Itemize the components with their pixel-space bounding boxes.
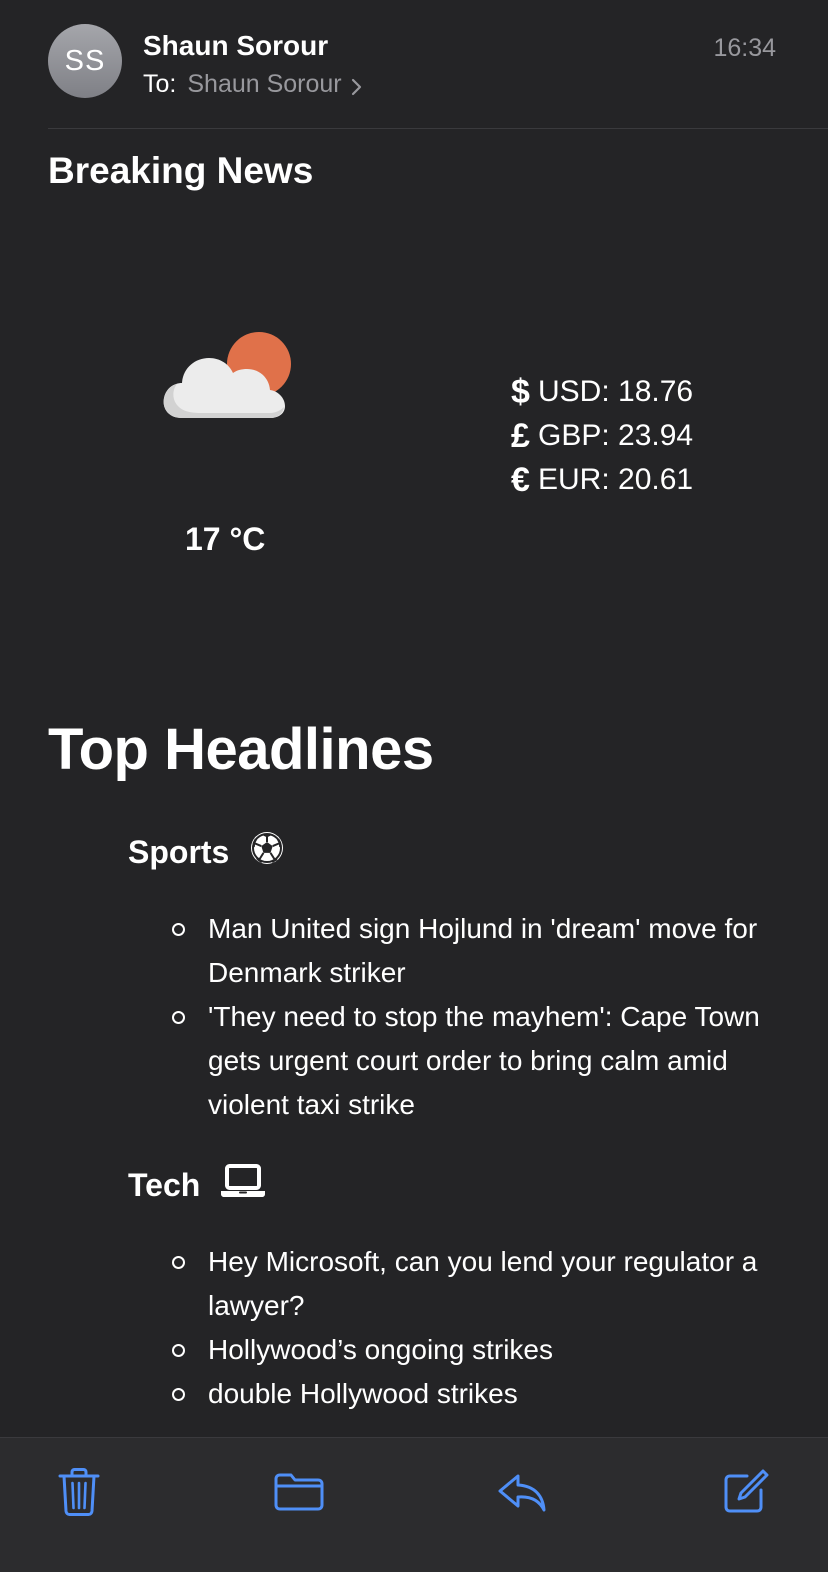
timestamp: 16:34 <box>713 34 776 62</box>
rate-usd: USD: 18.76 <box>538 375 694 408</box>
headline-text: Hollywood’s ongoing strikes <box>208 1334 553 1365</box>
list-item[interactable]: Hollywood’s ongoing strikes <box>172 1328 782 1372</box>
to-label: To: <box>143 70 177 98</box>
list-item[interactable]: 'They need to stop the mayhem': Cape Tow… <box>172 995 782 1127</box>
sports-list: Man United sign Hojlund in 'dream' move … <box>172 907 782 1127</box>
section-label: Sports <box>128 833 230 870</box>
avatar-initials: SS <box>64 44 106 77</box>
rate-row-eur: € EUR: 20.61 <box>511 458 693 502</box>
email-heading: Breaking News <box>48 150 314 191</box>
compose-icon <box>720 1467 770 1522</box>
partly-cloudy-icon <box>162 330 297 422</box>
section-title-sports: Sports <box>128 830 285 874</box>
list-item[interactable]: Hey Microsoft, can you lend your regulat… <box>172 1240 782 1328</box>
move-to-folder-button[interactable] <box>271 1466 327 1522</box>
chevron-right-icon <box>350 75 364 95</box>
trash-icon <box>57 1467 101 1522</box>
exchange-rates: $ USD: 18.76 £ GBP: 23.94 € EUR: 20.61 <box>511 370 693 502</box>
top-headlines-title: Top Headlines <box>48 717 434 782</box>
section-label: Tech <box>128 1166 201 1203</box>
reply-button[interactable] <box>494 1466 550 1522</box>
folder-icon <box>273 1471 325 1518</box>
euro-icon: € <box>511 460 530 499</box>
header-divider <box>48 128 828 129</box>
rate-row-usd: $ USD: 18.76 <box>511 370 693 414</box>
compose-button[interactable] <box>717 1466 773 1522</box>
sender-name[interactable]: Shaun Sorour <box>143 30 329 61</box>
headline-text: Hey Microsoft, can you lend your regulat… <box>208 1246 758 1321</box>
temperature: 17 °C <box>185 521 266 557</box>
headline-text: 'They need to stop the mayhem': Cape Tow… <box>208 1001 760 1120</box>
pound-icon: £ <box>511 416 530 455</box>
tech-list: Hey Microsoft, can you lend your regulat… <box>172 1240 782 1416</box>
recipient-name[interactable]: Shaun Sorour <box>187 70 342 98</box>
soccer-ball-icon <box>249 830 285 874</box>
rate-gbp: GBP: 23.94 <box>538 419 694 452</box>
headline-text: Man United sign Hojlund in 'dream' move … <box>208 913 758 988</box>
list-item[interactable]: double Hollywood strikes <box>172 1372 782 1416</box>
recipient-row[interactable]: To: Shaun Sorour <box>143 70 364 99</box>
avatar[interactable]: SS <box>48 24 122 98</box>
headline-text: double Hollywood strikes <box>208 1378 518 1409</box>
bottom-toolbar <box>0 1437 828 1572</box>
reply-icon <box>496 1470 548 1519</box>
trash-button[interactable] <box>51 1466 107 1522</box>
section-title-tech: Tech <box>128 1163 266 1207</box>
rate-row-gbp: £ GBP: 23.94 <box>511 414 693 458</box>
dollar-icon: $ <box>511 372 530 411</box>
list-item[interactable]: Man United sign Hojlund in 'dream' move … <box>172 907 782 995</box>
rate-eur: EUR: 20.61 <box>538 463 694 496</box>
laptop-icon <box>220 1163 266 1207</box>
